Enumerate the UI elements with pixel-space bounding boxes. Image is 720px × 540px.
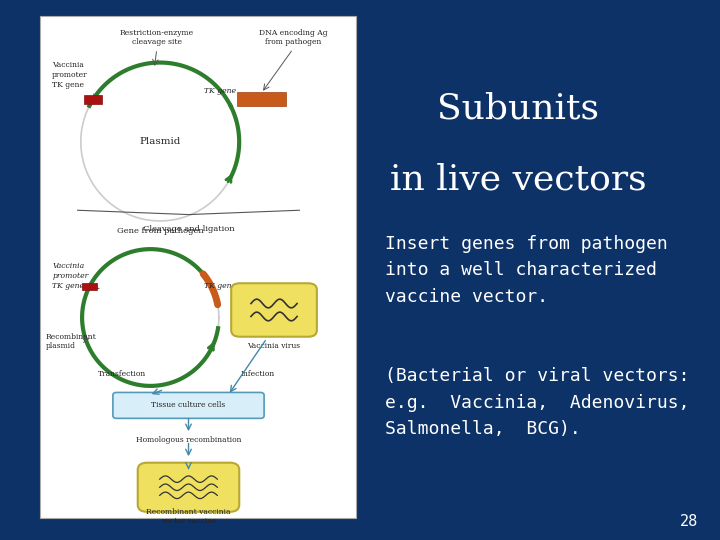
FancyBboxPatch shape (113, 393, 264, 418)
FancyBboxPatch shape (84, 95, 102, 104)
FancyBboxPatch shape (82, 282, 96, 290)
FancyBboxPatch shape (138, 463, 239, 512)
Text: Transfection: Transfection (98, 370, 146, 378)
Text: Cleavage and ligation: Cleavage and ligation (143, 225, 234, 233)
Text: Subunits: Subunits (438, 92, 599, 126)
FancyBboxPatch shape (40, 16, 356, 518)
Text: 28: 28 (680, 514, 698, 529)
Text: Insert genes from pathogen
into a well characterized
vaccine vector.: Insert genes from pathogen into a well c… (385, 235, 668, 306)
FancyBboxPatch shape (231, 284, 317, 337)
Text: DNA encoding Ag
from pathogen: DNA encoding Ag from pathogen (258, 29, 328, 46)
Text: Plasmid: Plasmid (139, 137, 181, 146)
Text: Tissue culture cells: Tissue culture cells (151, 401, 225, 409)
Text: TK gene: TK gene (204, 282, 236, 291)
Text: Homologous recombination: Homologous recombination (136, 436, 241, 443)
Text: BUdr selection: BUdr selection (160, 463, 217, 471)
Text: (Bacterial or viral vectors:
e.g.  Vaccinia,  Adenovirus,
Salmonella,  BCG).: (Bacterial or viral vectors: e.g. Vaccin… (385, 367, 690, 438)
FancyBboxPatch shape (236, 92, 287, 106)
Text: in live vectors: in live vectors (390, 162, 647, 196)
Text: Restriction-enzyme
cleavage site: Restriction-enzyme cleavage site (120, 29, 194, 46)
Text: Recombinant vaccinia
vector vaccine: Recombinant vaccinia vector vaccine (146, 508, 230, 525)
Text: Vaccinia virus: Vaccinia virus (248, 342, 300, 350)
Text: Vaccinia
promoter
TK gene: Vaccinia promoter TK gene (53, 262, 89, 290)
Text: TK gene: TK gene (204, 86, 236, 94)
Text: Vaccinia
promoter
TK gene: Vaccinia promoter TK gene (53, 62, 88, 89)
Text: Recombinant
plasmid: Recombinant plasmid (46, 333, 96, 350)
Text: Infection: Infection (241, 370, 275, 378)
Text: Gene from pathogen: Gene from pathogen (117, 227, 203, 235)
